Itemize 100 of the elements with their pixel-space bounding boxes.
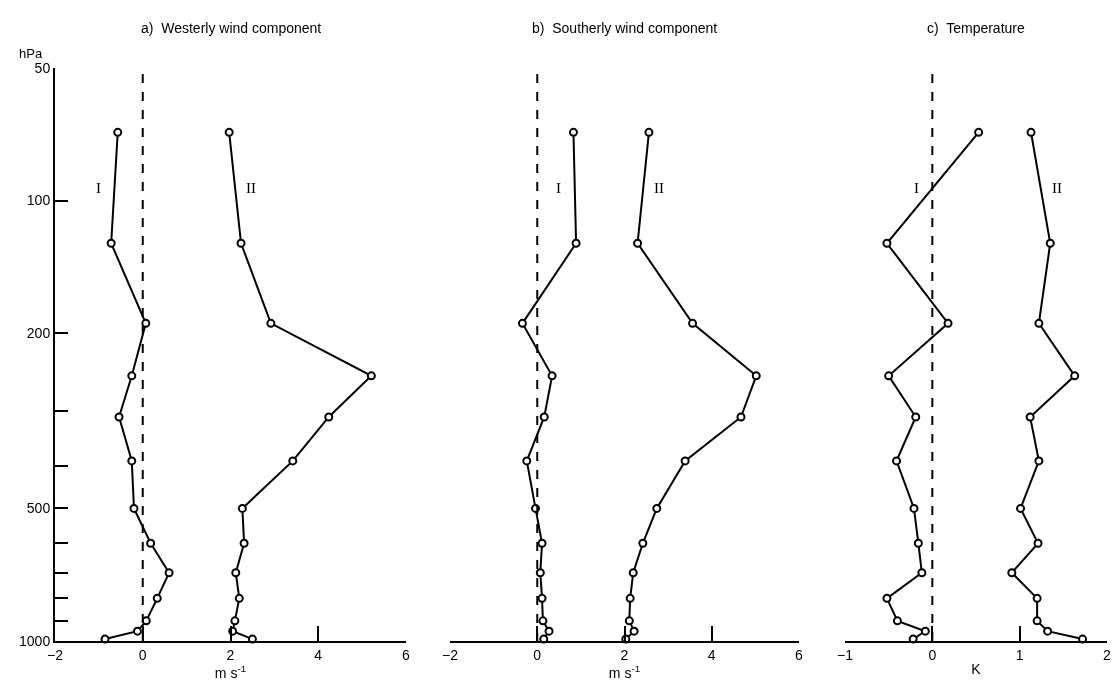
point — [1034, 318, 1044, 328]
point — [106, 238, 116, 248]
point — [535, 568, 545, 578]
point — [736, 412, 746, 422]
y-tick-label: 100 — [26, 192, 51, 209]
point — [943, 318, 953, 328]
point — [230, 616, 240, 626]
point — [1045, 238, 1055, 248]
x-tick-label: 2 — [620, 646, 629, 663]
x-tick-label: 6 — [402, 646, 411, 663]
point — [638, 538, 648, 548]
point — [547, 371, 557, 381]
point — [266, 318, 276, 328]
point — [1026, 127, 1036, 137]
point — [571, 238, 581, 248]
point — [114, 412, 124, 422]
point — [517, 318, 527, 328]
x-tick-label: 2 — [226, 646, 235, 663]
y-tick-label: 500 — [26, 500, 51, 517]
point — [537, 593, 547, 603]
point — [239, 538, 249, 548]
point — [366, 371, 376, 381]
x-tick-label: 0 — [138, 646, 147, 663]
x-tick-label: 0 — [533, 646, 542, 663]
series-label: II — [246, 180, 256, 196]
point — [236, 238, 246, 248]
x-tick-label: −2 — [442, 646, 459, 663]
point — [892, 456, 902, 466]
point — [884, 371, 894, 381]
point — [324, 412, 334, 422]
series-label: I — [96, 180, 101, 196]
point — [1007, 568, 1017, 578]
point — [237, 503, 247, 513]
point — [127, 456, 137, 466]
y-tick-label: 50 — [34, 59, 51, 76]
x-tick-label: 1 — [1015, 646, 1024, 663]
point — [624, 616, 634, 626]
point — [224, 127, 234, 137]
point — [1043, 626, 1053, 636]
point — [1034, 456, 1044, 466]
x-axis-title: m s$^{-1}$ — [608, 662, 641, 681]
point — [1032, 616, 1042, 626]
point — [152, 593, 162, 603]
point — [1016, 503, 1026, 513]
point — [544, 626, 554, 636]
point — [538, 616, 548, 626]
point — [688, 318, 698, 328]
series-label: I — [556, 180, 561, 196]
point — [882, 238, 892, 248]
point — [537, 538, 547, 548]
point — [129, 503, 139, 513]
point — [113, 127, 123, 137]
series-label: II — [654, 180, 664, 196]
point — [1070, 371, 1080, 381]
point — [882, 593, 892, 603]
point — [1032, 593, 1042, 603]
point — [234, 593, 244, 603]
point — [288, 456, 298, 466]
y-axis-title: hPa — [19, 46, 43, 61]
point — [974, 127, 984, 137]
series-label: II — [1052, 180, 1062, 196]
series-label: I — [914, 180, 919, 196]
point — [132, 626, 142, 636]
point — [680, 456, 690, 466]
x-tick-label: 4 — [707, 646, 716, 663]
x-tick-label: 0 — [928, 646, 937, 663]
x-tick-label: −1 — [837, 646, 854, 663]
x-tick-label: 4 — [314, 646, 323, 663]
point — [909, 503, 919, 513]
point — [917, 568, 927, 578]
point — [629, 626, 639, 636]
chart-title: a) Westerly wind component — [141, 20, 322, 36]
point — [1033, 538, 1043, 548]
point — [892, 616, 902, 626]
point — [146, 538, 156, 548]
point — [628, 568, 638, 578]
point — [920, 626, 930, 636]
point — [127, 371, 137, 381]
point — [539, 412, 549, 422]
x-axis-title: m s$^{-1}$ — [214, 662, 247, 681]
point — [911, 412, 921, 422]
point — [751, 371, 761, 381]
x-tick-label: 6 — [795, 646, 804, 663]
x-axis-title: K — [971, 660, 982, 677]
y-tick-label: 1000 — [19, 632, 51, 649]
chart-title: b) Southerly wind component — [532, 20, 718, 36]
point — [522, 456, 532, 466]
point — [164, 568, 174, 578]
point — [652, 503, 662, 513]
x-tick-label: 2 — [1103, 646, 1112, 663]
point — [913, 538, 923, 548]
point — [568, 127, 578, 137]
point — [231, 568, 241, 578]
chart-title: c) Temperature — [927, 20, 1025, 36]
x-tick-label: −2 — [47, 646, 64, 663]
point — [633, 238, 643, 248]
point — [1025, 412, 1035, 422]
point — [644, 127, 654, 137]
y-tick-label: 200 — [26, 325, 51, 342]
point — [625, 593, 635, 603]
